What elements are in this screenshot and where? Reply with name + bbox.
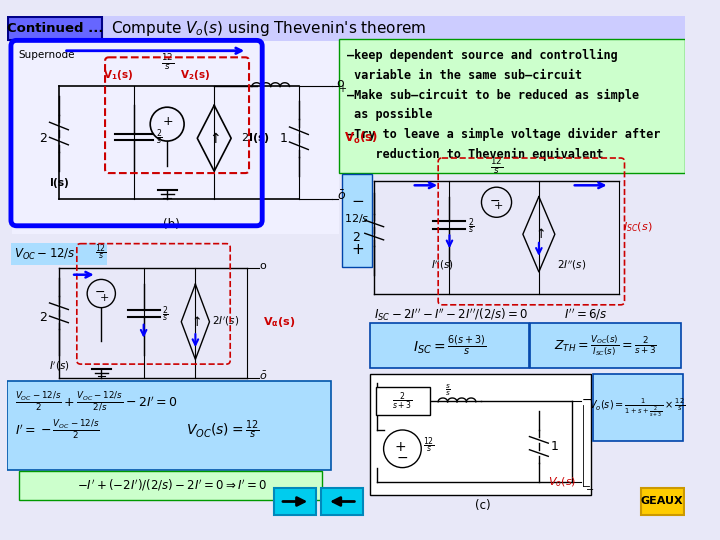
Text: Compute $V_o(s)$ using Thevenin's theorem: Compute $V_o(s)$ using Thevenin's theore…	[111, 19, 426, 38]
Text: $\frac{12}{s}$: $\frac{12}{s}$	[423, 436, 435, 456]
Text: –Make sub–circuit to be reduced as simple: –Make sub–circuit to be reduced as simpl…	[347, 89, 639, 102]
Text: $\uparrow$: $\uparrow$	[533, 227, 545, 241]
FancyBboxPatch shape	[641, 488, 684, 515]
FancyBboxPatch shape	[342, 174, 372, 267]
Text: $\frac{V_{OC}-12/s}{2}+\frac{V_{OC}-12/s}{2/s}-2I^{\prime}=0$: $\frac{V_{OC}-12/s}{2}+\frac{V_{OC}-12/s…	[14, 390, 178, 413]
Text: $\bar{o}$: $\bar{o}$	[259, 370, 268, 382]
Text: $I_{SC}-2I''-I''-2I''/(2/s)=0$          $I''=6/s$: $I_{SC}-2I''-I''-2I''/(2/s)=0$ $I''=6/s$	[374, 307, 608, 323]
Text: $+$: $+$	[161, 115, 173, 128]
Text: $\uparrow$: $\uparrow$	[207, 131, 221, 146]
Text: $+$: $+$	[351, 242, 364, 257]
FancyBboxPatch shape	[7, 16, 685, 42]
FancyBboxPatch shape	[370, 374, 590, 495]
Text: $\mathbf{V_2(s)}$: $\mathbf{V_2(s)}$	[180, 68, 210, 82]
Text: $V_{OC}-12/s$: $V_{OC}-12/s$	[14, 246, 76, 261]
Text: 2: 2	[39, 310, 47, 323]
Text: Continued ...: Continued ...	[7, 22, 104, 35]
FancyBboxPatch shape	[531, 323, 681, 368]
FancyBboxPatch shape	[11, 242, 107, 265]
Text: $\frac{12}{s}$: $\frac{12}{s}$	[161, 53, 174, 73]
Text: $\frac{2}{s}$: $\frac{2}{s}$	[163, 305, 169, 325]
Text: $+$: $+$	[99, 292, 109, 303]
Text: +: +	[338, 84, 346, 94]
Text: $\frac{s}{s}$: $\frac{s}{s}$	[445, 383, 451, 399]
Text: $\mathbf{I(s)}$: $\mathbf{I(s)}$	[49, 177, 69, 191]
FancyBboxPatch shape	[322, 488, 363, 515]
Text: –keep dependent source and controlling: –keep dependent source and controlling	[347, 49, 618, 62]
Text: $Z_{TH}=\frac{V_{OC}(s)}{I_{SC}(s)}=\frac{2}{s+3}$: $Z_{TH}=\frac{V_{OC}(s)}{I_{SC}(s)}=\fra…	[554, 333, 657, 357]
Text: $\mathbf{V_o(s)}$: $\mathbf{V_o(s)}$	[344, 130, 378, 146]
Text: 2: 2	[352, 231, 360, 244]
Text: 2: 2	[39, 132, 47, 145]
FancyBboxPatch shape	[376, 387, 430, 415]
Text: $V_o(s)=\frac{1}{1+s+\frac{2}{s+3}}\times\frac{12}{s}$: $V_o(s)=\frac{1}{1+s+\frac{2}{s+3}}\time…	[590, 396, 686, 418]
Text: $\bar{o}$: $\bar{o}$	[336, 190, 346, 204]
Text: o: o	[259, 261, 266, 271]
Text: 1: 1	[280, 132, 287, 145]
Text: GEAUX: GEAUX	[641, 496, 683, 507]
Text: –Try to leave a simple voltage divider after: –Try to leave a simple voltage divider a…	[347, 128, 660, 141]
Text: $\frac{2}{s+3}$: $\frac{2}{s+3}$	[392, 390, 413, 411]
Text: $\mathbf{V_\alpha(s)}$: $\mathbf{V_\alpha(s)}$	[263, 315, 295, 329]
Text: as possible: as possible	[347, 108, 433, 122]
Text: $I''(s)$: $I''(s)$	[431, 259, 454, 272]
Text: (c): (c)	[474, 499, 490, 512]
Text: $+$: $+$	[395, 440, 407, 454]
Text: $-$: $-$	[489, 194, 500, 207]
FancyBboxPatch shape	[8, 17, 102, 40]
FancyBboxPatch shape	[593, 374, 683, 441]
Text: $V_o(s)$: $V_o(s)$	[548, 475, 577, 489]
Text: reduction to Thevenin equivalent: reduction to Thevenin equivalent	[347, 148, 603, 161]
Text: $12/s$: $12/s$	[344, 212, 369, 225]
Text: $-$: $-$	[585, 483, 594, 494]
Text: Supernode: Supernode	[19, 50, 75, 60]
FancyBboxPatch shape	[7, 381, 331, 469]
Text: $-$: $-$	[396, 450, 408, 464]
Text: 1: 1	[551, 441, 559, 454]
Text: (b): (b)	[163, 218, 180, 231]
Text: $+$: $+$	[493, 200, 503, 211]
Text: $-$: $-$	[351, 192, 364, 207]
Text: $\frac{2}{s}$: $\frac{2}{s}$	[468, 217, 475, 237]
Text: $2I''(s)$: $2I''(s)$	[557, 259, 586, 272]
Text: $\uparrow$: $\uparrow$	[189, 315, 202, 329]
Text: $I_{SC}(s)$: $I_{SC}(s)$	[623, 221, 652, 234]
FancyBboxPatch shape	[339, 39, 685, 173]
Text: $I^{\prime}=-\frac{V_{OC}-12/s}{2}$: $I^{\prime}=-\frac{V_{OC}-12/s}{2}$	[14, 418, 99, 442]
Text: $-$: $-$	[94, 285, 105, 298]
Text: $I'(s)$: $I'(s)$	[48, 359, 69, 373]
FancyBboxPatch shape	[274, 488, 316, 515]
Text: $2I'(s)$: $2I'(s)$	[212, 315, 240, 328]
Text: $-$: $-$	[581, 393, 593, 406]
Text: $\frac{12}{s}$: $\frac{12}{s}$	[95, 243, 107, 263]
Text: $V_{OC}(s)=\frac{12}{s}$: $V_{OC}(s)=\frac{12}{s}$	[186, 418, 260, 441]
FancyBboxPatch shape	[12, 42, 339, 234]
Text: $\mathbf{V_1(s)}$: $\mathbf{V_1(s)}$	[103, 68, 133, 82]
FancyBboxPatch shape	[19, 471, 323, 500]
Text: $-I^{\prime}+(-2I^{\prime})/(2/s)-2I^{\prime}=0 \Rightarrow I^{\prime}=0$: $-I^{\prime}+(-2I^{\prime})/(2/s)-2I^{\p…	[76, 478, 267, 493]
Text: $I_{SC}=\frac{6(s+3)}{s}$: $I_{SC}=\frac{6(s+3)}{s}$	[413, 334, 486, 357]
Text: $\frac{12}{s}$: $\frac{12}{s}$	[490, 156, 503, 177]
Text: $\frac{2}{s}$: $\frac{2}{s}$	[156, 128, 163, 148]
Text: o: o	[336, 77, 344, 90]
Text: $2\mathbf{I(s)}$: $2\mathbf{I(s)}$	[240, 131, 269, 145]
FancyBboxPatch shape	[370, 323, 529, 368]
Text: variable in the same sub–circuit: variable in the same sub–circuit	[347, 69, 582, 82]
